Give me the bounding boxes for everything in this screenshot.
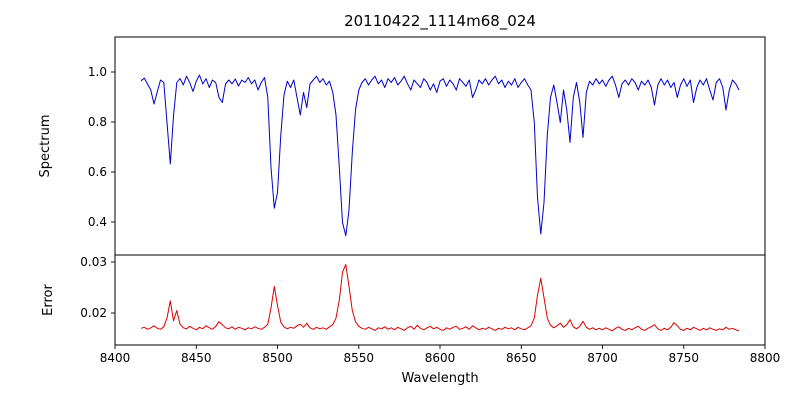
x-tick-label: 8450 xyxy=(181,351,212,365)
chart-title: 20110422_1114m68_024 xyxy=(344,12,536,31)
error-y-tick-label: 0.03 xyxy=(80,255,107,269)
error-line xyxy=(140,264,740,332)
x-axis-label: Wavelength xyxy=(401,371,478,386)
spectrum-y-tick-label: 0.6 xyxy=(88,165,107,179)
spectrum-y-tick-label: 1.0 xyxy=(88,65,107,79)
x-tick-label: 8750 xyxy=(669,351,700,365)
x-tick-label: 8700 xyxy=(587,351,618,365)
error-y-axis-label: Error xyxy=(41,284,56,316)
error-y-tick-label: 0.02 xyxy=(80,306,107,320)
x-tick-label: 8650 xyxy=(506,351,537,365)
spectrum-y-tick-label: 0.8 xyxy=(88,115,107,129)
x-tick-label: 8550 xyxy=(344,351,375,365)
x-tick-label: 8500 xyxy=(262,351,293,365)
spectrum-y-axis-label: Spectrum xyxy=(38,115,53,178)
error-axes-frame xyxy=(114,254,766,346)
x-tick-label: 8400 xyxy=(100,351,131,365)
spectrum-axes-frame xyxy=(114,36,766,256)
x-tick-label: 8600 xyxy=(425,351,456,365)
x-tick-label: 8800 xyxy=(750,351,781,365)
spectrum-line xyxy=(140,74,740,237)
spectrum-y-tick-label: 0.4 xyxy=(88,215,107,229)
